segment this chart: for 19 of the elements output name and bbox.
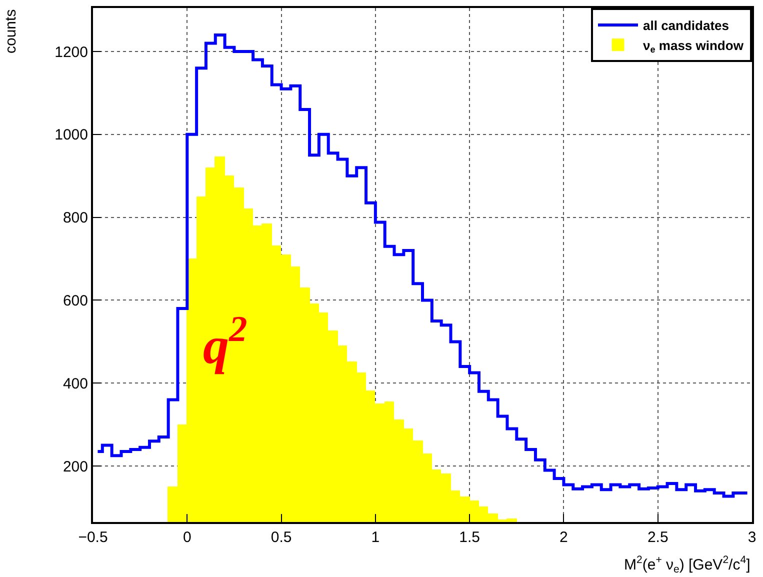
x-tick-label: 2.5 <box>647 529 668 546</box>
y-tick-label: 800 <box>62 210 88 227</box>
y-axis-title: counts <box>2 9 20 54</box>
text: M$^{2}$(e$^{+}$ ν$_{e}$) [GeV$^{2}$/c$^{4}$] <box>624 554 750 576</box>
legend-label: ν$_{e}$ mass window <box>643 38 744 55</box>
y-tick-label: 1200 <box>54 44 88 61</box>
y-tick-label: 200 <box>62 458 88 476</box>
legend-label: all candidates <box>643 18 729 34</box>
y-tick-label: 400 <box>62 375 88 392</box>
y-tick-label: 600 <box>62 292 88 310</box>
x-tick-label: 2 <box>560 529 568 546</box>
x-tick-label: 1.5 <box>459 529 480 546</box>
annotation: q$^{2}$ <box>203 309 248 375</box>
x-tick-label: 1 <box>371 529 380 546</box>
x-tick-label: 0 <box>182 529 192 546</box>
y-tick-label: 1000 <box>54 126 88 144</box>
x-tick-label: 3 <box>748 529 756 546</box>
x-tick-label: −0.5 <box>78 529 108 546</box>
x-tick-label: 0.5 <box>270 529 292 546</box>
